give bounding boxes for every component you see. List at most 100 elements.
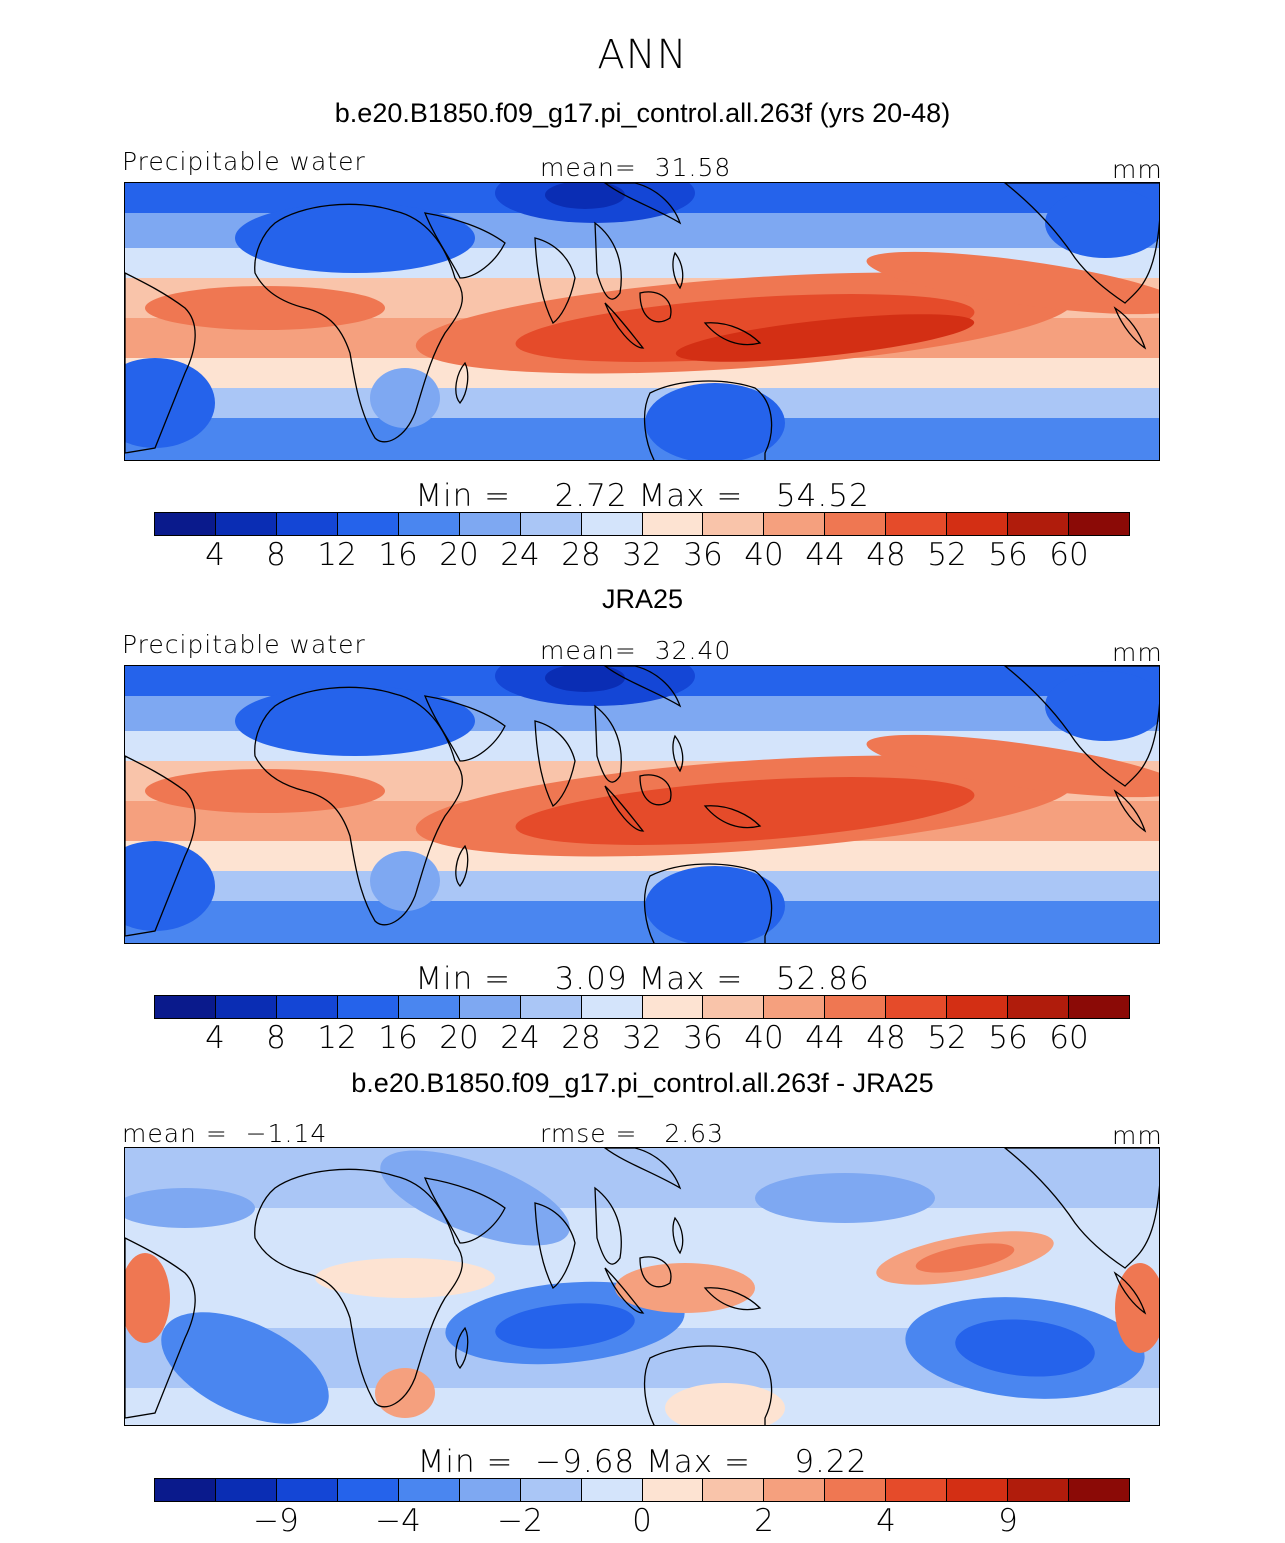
field-contour — [161, 1312, 329, 1424]
coastline — [423, 1177, 506, 1244]
colorbar-swatch — [703, 513, 765, 535]
field-contour — [665, 1383, 785, 1425]
panel-2-colorbar — [154, 995, 1130, 1019]
colorbar-swatch — [764, 1479, 826, 1501]
coastline — [423, 212, 506, 279]
colorbar-tick-label: 16 — [378, 537, 418, 573]
colorbar-swatch — [215, 996, 277, 1018]
colorbar-tick-label: −9 — [253, 1503, 299, 1539]
colorbar-tick-label: 60 — [1049, 537, 1089, 573]
colorbar-tick-label: 12 — [317, 1020, 357, 1056]
panel-3-colorbar — [154, 1478, 1130, 1502]
field-contour — [1045, 671, 1159, 741]
field-contour — [125, 841, 215, 931]
field-contour — [915, 1243, 1015, 1273]
colorbar-tick-label: 4 — [205, 1020, 225, 1056]
colorbar-tick-label: 0 — [632, 1503, 652, 1539]
colorbar-swatch — [764, 513, 826, 535]
colorbar-tick-label: 28 — [561, 537, 601, 573]
coastline — [1113, 306, 1147, 350]
field-contour — [955, 1319, 1095, 1377]
field-contour — [370, 851, 440, 911]
coastline — [703, 322, 762, 346]
colorbar-tick-label: 9 — [998, 1503, 1018, 1539]
colorbar-swatch — [337, 996, 399, 1018]
figure-title: ANN — [597, 32, 688, 78]
coastline — [594, 1186, 622, 1265]
field-contour — [545, 666, 625, 692]
field-contour — [645, 866, 785, 943]
colorbar-swatch — [1008, 513, 1070, 535]
colorbar-tick-label: 24 — [500, 1020, 540, 1056]
field-contour — [125, 358, 215, 448]
colorbar-tick-label: −2 — [497, 1503, 543, 1539]
colorbar-swatch — [581, 1479, 643, 1501]
colorbar-tick-label: 32 — [622, 1020, 662, 1056]
colorbar-swatch — [825, 513, 887, 535]
panel-1-units-label: mm — [1112, 155, 1163, 184]
coastline — [455, 1326, 469, 1370]
field-contour — [495, 1303, 635, 1349]
colorbar-swatch — [947, 1479, 1009, 1501]
colorbar-swatch — [337, 513, 399, 535]
field-band — [125, 901, 1159, 943]
field-contour — [1115, 1263, 1159, 1353]
field-band — [125, 871, 1159, 901]
colorbar-swatch — [398, 513, 460, 535]
colorbar-swatch — [520, 996, 582, 1018]
coastline — [604, 302, 645, 349]
colorbar-swatch — [581, 513, 643, 535]
colorbar-swatch — [886, 996, 948, 1018]
colorbar-swatch — [276, 1479, 338, 1501]
field-contour — [145, 286, 385, 330]
panel-1-map — [124, 182, 1160, 461]
panel-3-rmse-label: rmse = 2.63 — [540, 1119, 724, 1148]
coastline — [603, 183, 682, 225]
colorbar-swatch — [276, 996, 338, 1018]
colorbar-tick-label: 16 — [378, 1020, 418, 1056]
colorbar-tick-label: 4 — [205, 537, 225, 573]
colorbar-swatch — [947, 513, 1009, 535]
colorbar-swatch — [398, 1479, 460, 1501]
coastline — [703, 805, 762, 829]
field-contour — [515, 777, 975, 845]
panel-1-variable-label: Precipitable water — [122, 147, 366, 176]
coastline — [1003, 183, 1159, 304]
panel-2-colorbar-ticks: 4 8 12 16 20 24 28 32 36 40 44 48 52 56 60 — [154, 1020, 1130, 1060]
colorbar-tick-label: 40 — [744, 1020, 784, 1056]
panel-3-colorbar-ticks: −9 −4 −2 0 2 4 9 — [154, 1503, 1130, 1543]
coastline — [254, 203, 464, 443]
coastline — [603, 666, 682, 708]
field-contour — [370, 368, 440, 428]
coastline — [1003, 1148, 1159, 1269]
panel-1-mean-label: mean= 31.58 — [540, 153, 732, 182]
field-contour — [675, 314, 975, 362]
coastline — [125, 272, 196, 454]
colorbar-swatch — [459, 1479, 521, 1501]
colorbar-swatch — [642, 513, 704, 535]
coastline — [643, 863, 773, 943]
panel-1-colorbar — [154, 512, 1130, 536]
panel-3-title: b.e20.B1850.f09_g17.pi_control.all.263f … — [351, 1068, 934, 1098]
panel-2-mean-label: mean= 32.40 — [540, 636, 732, 665]
panel-3-mean-label: mean = −1.14 — [122, 1119, 328, 1148]
coastline — [594, 704, 622, 783]
colorbar-swatch — [1069, 996, 1129, 1018]
field-contour — [615, 1263, 755, 1313]
colorbar-tick-label: 24 — [500, 537, 540, 573]
field-contour — [375, 1368, 435, 1418]
colorbar-tick-label: 2 — [754, 1503, 774, 1539]
colorbar-tick-label: 36 — [683, 537, 723, 573]
field-band — [125, 418, 1159, 460]
colorbar-swatch — [155, 996, 216, 1018]
colorbar-tick-label: 12 — [317, 537, 357, 573]
colorbar-tick-label: 28 — [561, 1020, 601, 1056]
coastline — [534, 720, 576, 807]
coastline — [703, 1287, 762, 1311]
coastline — [639, 774, 672, 806]
colorbar-swatch — [886, 513, 948, 535]
colorbar-swatch — [642, 996, 704, 1018]
field-band — [125, 388, 1159, 418]
field-contour — [235, 686, 475, 756]
colorbar-tick-label: 20 — [439, 537, 479, 573]
